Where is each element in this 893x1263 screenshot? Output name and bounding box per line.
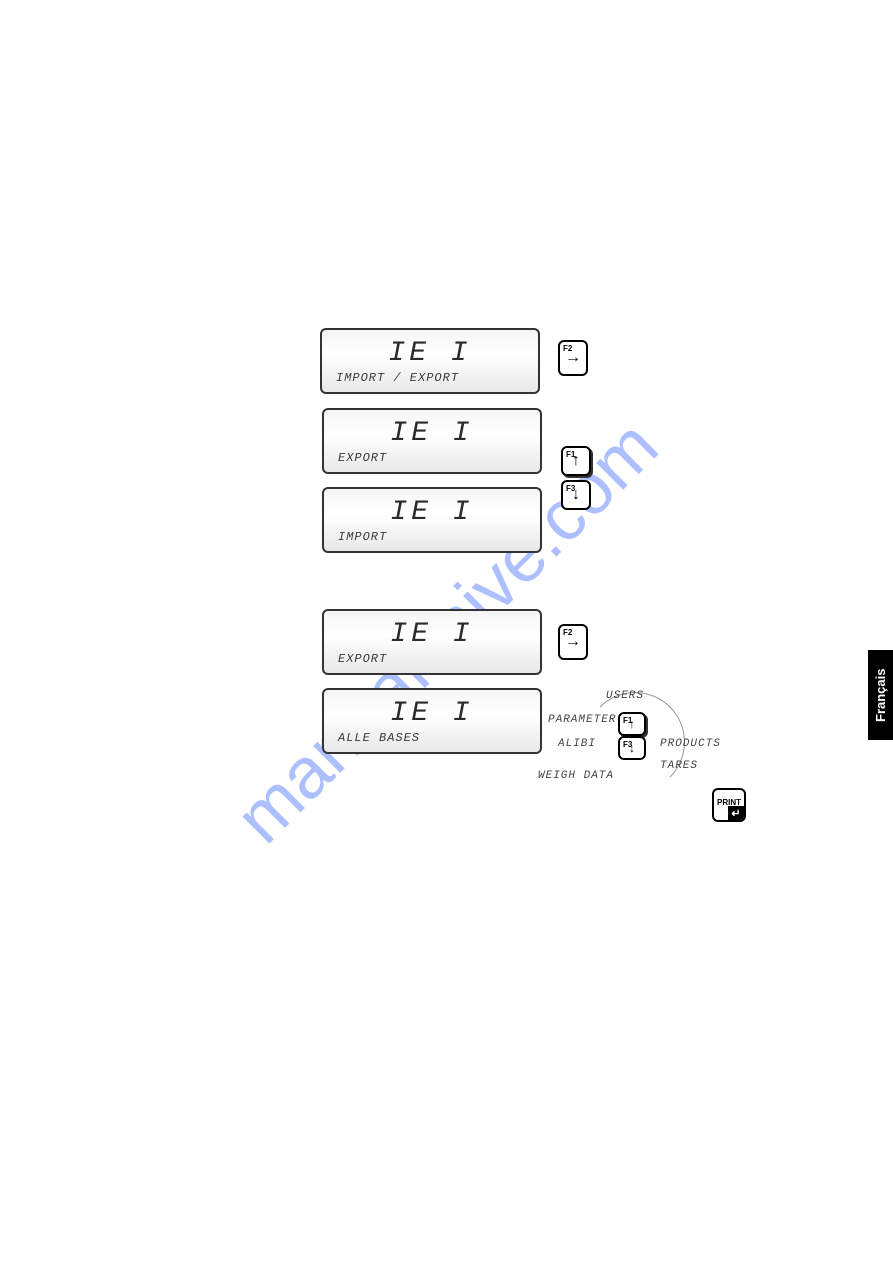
enter-icon: ↵ [728, 806, 744, 820]
wheel-label-alibi: ALIBI [558, 738, 596, 750]
f2-button-lower[interactable]: F2 → [558, 624, 588, 660]
f1-label: F1 [566, 450, 575, 459]
language-tab: Français [868, 650, 893, 740]
lcd-display-2: IE I EXPORT [322, 408, 542, 474]
f3-button-wheel[interactable]: F3 ↓ [618, 736, 646, 760]
wheel-label-weigh-data: WEIGH DATA [538, 770, 614, 782]
f3-wheel-label: F3 [623, 740, 632, 749]
lcd-main-2: IE I [338, 418, 526, 449]
print-button[interactable]: PRINT ↵ [712, 788, 746, 822]
lcd-display-4: IE I EXPORT [322, 609, 542, 675]
lcd-sub-2: EXPORT [338, 451, 526, 465]
lcd-main-4: IE I [338, 619, 526, 650]
wheel-label-users: USERS [606, 690, 644, 702]
f1-wheel-label: F1 [623, 716, 632, 725]
f3-button-mid[interactable]: F3 ↓ [561, 480, 591, 510]
lcd-display-3: IE I IMPORT [322, 487, 542, 553]
lcd-display-5: IE I ALLE BASES [322, 688, 542, 754]
lcd-sub-5: ALLE BASES [338, 731, 526, 745]
f2-label-lower: F2 [563, 628, 572, 637]
lcd-sub-1: IMPORT / EXPORT [336, 371, 524, 385]
lcd-main-5: IE I [338, 698, 526, 729]
lcd-sub-4: EXPORT [338, 652, 526, 666]
f2-label: F2 [563, 344, 572, 353]
lcd-sub-3: IMPORT [338, 530, 526, 544]
lcd-display-1: IE I IMPORT / EXPORT [320, 328, 540, 394]
wheel-label-tares: TARES [660, 760, 698, 772]
f3-label: F3 [566, 484, 575, 493]
f1-button-wheel[interactable]: F1 ↑ [618, 712, 646, 736]
f2-button-top[interactable]: F2 → [558, 340, 588, 376]
lcd-main-1: IE I [336, 338, 524, 369]
lcd-main-3: IE I [338, 497, 526, 528]
f1-button-mid[interactable]: F1 ↑ [561, 446, 591, 476]
wheel-label-products: PRODUCTS [660, 738, 721, 750]
wheel-label-parameter: PARAMETER [548, 714, 616, 726]
